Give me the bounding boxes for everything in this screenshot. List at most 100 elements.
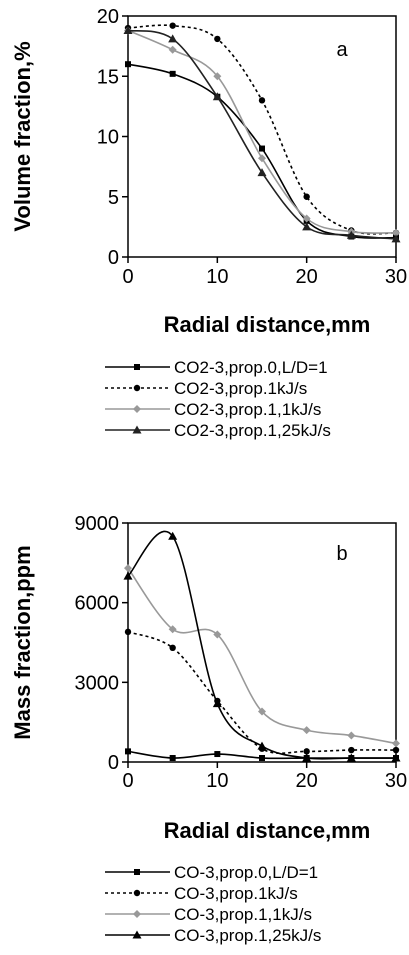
data-point <box>258 154 266 163</box>
data-point <box>346 753 356 762</box>
series-2 <box>124 22 400 237</box>
data-point <box>212 699 222 708</box>
legend-label: CO-3,prop.1,25kJ/s <box>174 926 321 945</box>
data-point <box>169 22 176 29</box>
series-line <box>127 29 397 240</box>
legend-entry: CO-3,prop.1,1kJ/s <box>105 905 312 924</box>
data-point <box>125 748 131 755</box>
legend-label: CO2-3,prop.0,L/D=1 <box>174 358 328 377</box>
y-tick-label: 0 <box>108 752 119 774</box>
legend-entry: CO-3,prop.1kJ/s <box>105 884 298 903</box>
series-3 <box>124 564 400 748</box>
data-point <box>348 746 355 754</box>
data-point <box>258 97 266 104</box>
data-point <box>302 753 312 762</box>
plot-frame <box>127 522 397 763</box>
series-line <box>127 29 397 234</box>
legend-label: CO2-3,prop.1,1kJ/s <box>174 400 321 419</box>
series-line <box>127 631 397 754</box>
legend-swatch-marker <box>132 930 142 939</box>
data-point <box>123 571 133 580</box>
legend-swatch-marker <box>132 425 142 434</box>
x-tick-label: 0 <box>122 770 133 792</box>
data-point <box>168 34 178 43</box>
series-2 <box>124 628 400 755</box>
data-point <box>168 45 177 54</box>
data-point <box>259 755 265 762</box>
series-line <box>127 24 397 235</box>
x-tick-label: 10 <box>206 266 228 288</box>
data-point <box>169 755 176 762</box>
data-point <box>212 92 222 101</box>
x-tick-label: 20 <box>296 266 318 288</box>
legend-entry: CO2-3,prop.1,25kJ/s <box>105 421 331 440</box>
data-point <box>257 741 267 750</box>
legend-swatch-marker <box>133 910 141 918</box>
legend-entry: CO2-3,prop.0,L/D=1 <box>105 358 328 377</box>
data-point <box>213 72 222 81</box>
y-tick-label: 10 <box>97 127 119 149</box>
data-point <box>392 228 400 237</box>
data-point <box>169 644 176 652</box>
x-tick-label: 20 <box>296 770 318 792</box>
x-tick-label: 30 <box>385 266 407 288</box>
data-point <box>257 168 267 177</box>
legend-label: CO2-3,prop.1kJ/s <box>174 379 307 398</box>
y-tick-label: 20 <box>97 6 119 28</box>
data-point <box>346 230 356 239</box>
y-tick-label: 6000 <box>75 593 120 615</box>
legend: CO2-3,prop.0,L/D=1 CO2-3,prop.1kJ/s CO2-3,… <box>105 358 331 440</box>
legend-swatch-marker <box>133 889 141 897</box>
legend-entry: CO2-3,prop.1kJ/s <box>105 379 307 398</box>
data-point <box>169 70 176 77</box>
data-point <box>168 531 178 540</box>
data-point <box>258 707 266 716</box>
data-point <box>303 748 310 755</box>
y-axis-title: Volume fraction,% <box>10 41 35 231</box>
data-point <box>392 746 400 754</box>
data-point <box>125 61 131 68</box>
y-tick-label: 5 <box>108 187 119 209</box>
data-point <box>124 628 132 636</box>
legend-swatch-marker <box>133 405 141 413</box>
data-point <box>124 564 132 573</box>
data-point <box>302 222 312 231</box>
legend: CO-3,prop.0,L/D=1 CO-3,prop.1kJ/s CO-3,pro… <box>105 863 321 945</box>
data-point <box>392 739 400 748</box>
data-point <box>214 751 221 758</box>
y-tick-label: 9000 <box>75 513 120 535</box>
series-3 <box>124 26 400 237</box>
y-tick-label: 3000 <box>75 672 120 694</box>
data-point <box>259 145 265 152</box>
series-line <box>127 567 397 745</box>
data-point <box>302 214 311 223</box>
x-tick-label: 10 <box>206 770 228 792</box>
chart-panel-a: 0 10 20 30 0 5 10 15 20 Radial distance,mm Volume … <box>10 6 407 440</box>
legend-swatch-marker <box>134 364 140 370</box>
series-4 <box>123 530 401 762</box>
data-point <box>168 625 177 634</box>
series-4 <box>123 25 401 243</box>
legend-label: CO-3,prop.0,L/D=1 <box>174 863 318 882</box>
legend-label: CO-3,prop.1kJ/s <box>174 884 298 903</box>
x-axis-title: Radial distance,mm <box>164 312 371 337</box>
data-point <box>391 753 401 762</box>
x-axis-title: Radial distance,mm <box>164 818 371 843</box>
legend-label: CO2-3,prop.1,25kJ/s <box>174 421 331 440</box>
data-point <box>391 234 401 243</box>
legend-entry: CO-3,prop.0,L/D=1 <box>105 863 318 882</box>
y-tick-label: 0 <box>108 247 119 269</box>
data-point <box>214 35 221 43</box>
chart-panel-b: 0 10 20 30 0 3000 6000 9000 Radial distance,mm Ma… <box>10 513 407 945</box>
x-tick-label: 0 <box>122 266 133 288</box>
data-point <box>347 731 356 740</box>
data-point <box>213 630 222 639</box>
series-1 <box>125 61 399 241</box>
legend-swatch-marker <box>133 384 141 392</box>
legend-entry: CO-3,prop.1,25kJ/s <box>105 926 321 945</box>
x-tick-label: 30 <box>385 770 407 792</box>
panel-label: b <box>336 543 347 565</box>
legend-swatch-marker <box>134 869 140 875</box>
legend-label: CO-3,prop.1,1kJ/s <box>174 905 312 924</box>
